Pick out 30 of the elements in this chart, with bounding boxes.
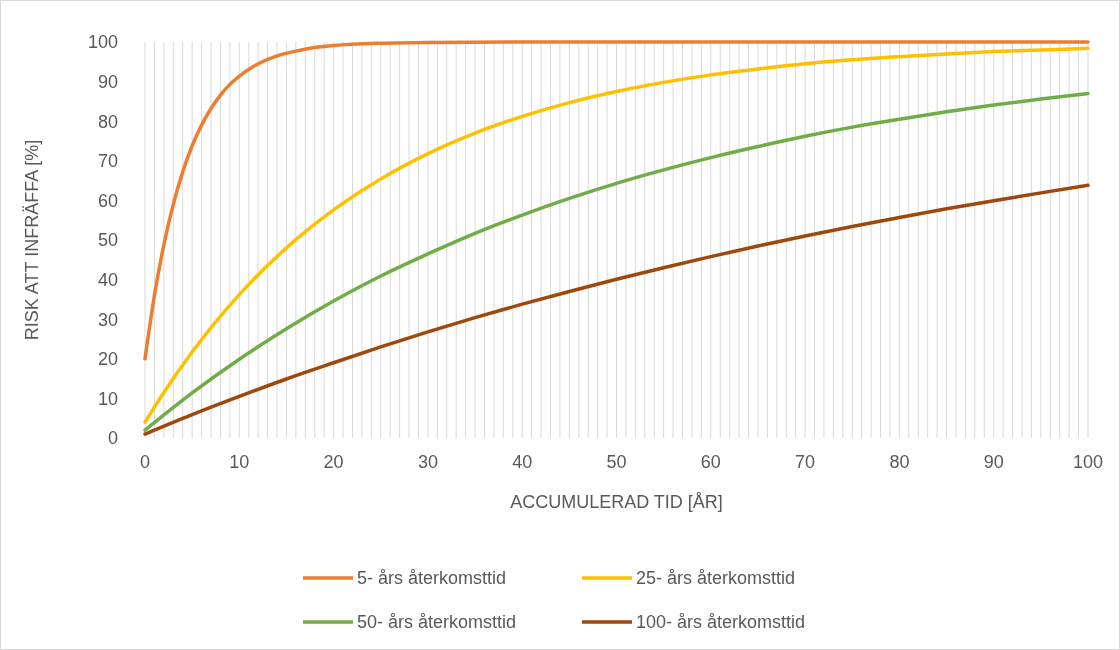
x-tick-label: 80 [889,452,910,472]
y-tick-label: 60 [97,190,118,211]
y-tick-label: 100 [87,32,118,53]
x-tick-label: 10 [229,452,250,472]
x-tick-label: 50 [606,452,627,472]
y-tick-label: 80 [97,111,118,132]
y-tick-label: 20 [97,349,118,370]
legend-label: 50- års återkomsttid [357,612,517,633]
x-tick-label: 70 [795,452,816,472]
y-tick-label: 50 [97,230,118,251]
y-tick-label: 30 [97,309,118,330]
y-tick-label: 0 [107,428,118,449]
x-tick-label: 30 [417,452,438,472]
y-tick-label: 90 [97,71,118,92]
x-tick-label: 20 [323,452,344,472]
y-tick-label: 70 [97,151,118,172]
x-axis-title: ACCUMULERAD TID [ÅR] [510,492,723,512]
y-tick-label: 10 [97,388,118,409]
x-tick-label: 90 [983,452,1004,472]
x-tick-label: 60 [700,452,721,472]
y-tick-label: 40 [97,269,118,290]
legend-label: 25- års återkomsttid [636,568,796,589]
x-tick-label: 100 [1072,452,1104,472]
x-tick-label: 40 [512,452,533,472]
y-axis-title: RISK ATT INFRÄFFA [%] [22,139,42,341]
line-series [143,40,1090,361]
legend-label: 100- års återkomsttid [636,612,806,633]
x-tick-label: 0 [139,452,151,472]
line-series [143,183,1090,436]
legend-label: 5- års återkomsttid [357,568,507,589]
